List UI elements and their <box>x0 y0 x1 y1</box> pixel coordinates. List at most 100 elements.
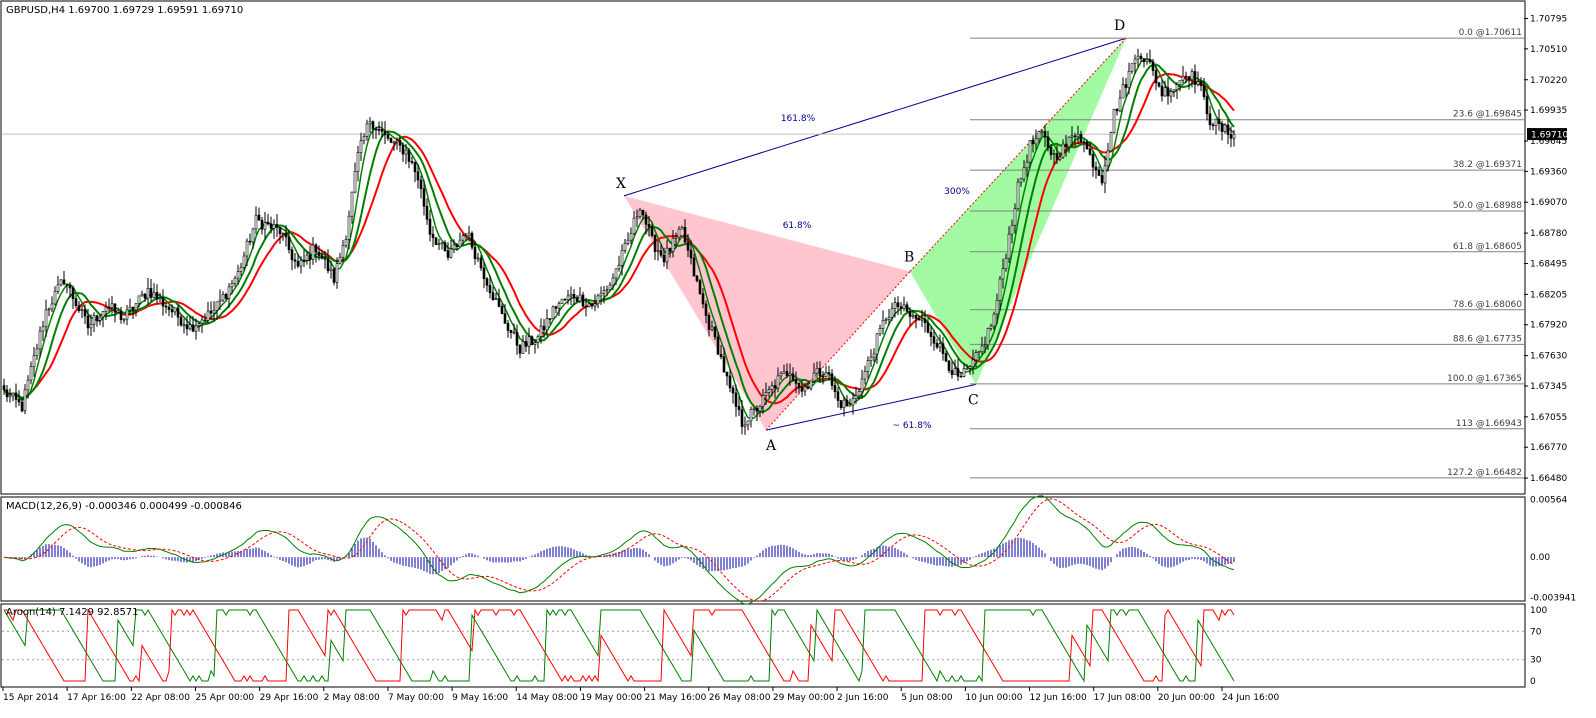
candle-body <box>146 288 150 299</box>
candle-body <box>35 348 39 357</box>
candle-body <box>212 310 216 314</box>
candle-body <box>530 336 534 345</box>
candle-body <box>1109 132 1113 152</box>
candle-body <box>803 386 807 392</box>
fib-level-label: 100.0 @1.67365 <box>1447 374 1522 384</box>
candle-body <box>1172 89 1176 92</box>
candle-body <box>407 149 411 162</box>
candle-body <box>935 342 939 348</box>
candle-body <box>677 228 681 238</box>
candle-body <box>149 288 153 298</box>
candle-body <box>1199 81 1203 86</box>
candle-body <box>800 387 804 392</box>
candle-body <box>722 356 726 373</box>
ac-line <box>765 383 977 431</box>
macd-tick-label: -0.003941 <box>1530 593 1576 603</box>
candle-body <box>86 315 90 329</box>
candle-body <box>284 233 288 238</box>
candle-body <box>464 235 468 237</box>
candle-body <box>323 257 327 260</box>
candle-body <box>410 161 414 163</box>
candle-body <box>29 366 33 381</box>
candle-body <box>986 328 990 346</box>
candle-body <box>269 223 273 229</box>
time-tick-label: 17 Jun 08:00 <box>1094 693 1151 703</box>
candle-body <box>749 409 753 422</box>
candle-body <box>278 226 282 235</box>
candle-body <box>47 308 51 311</box>
candle-body <box>1061 143 1065 158</box>
aroon-tick-label: 100 <box>1530 606 1547 616</box>
candle-body <box>194 325 198 332</box>
candle-body <box>347 215 351 240</box>
candle-body <box>701 293 705 305</box>
candle-body <box>158 297 162 300</box>
time-tick-label: 10 Jun 00:00 <box>965 693 1022 703</box>
candle-body <box>179 316 183 326</box>
candle-body <box>128 306 132 311</box>
aroon-up-line <box>3 608 1235 683</box>
fib-level-label: 61.8 @1.68605 <box>1453 242 1522 252</box>
candle-body <box>14 392 18 400</box>
candle-body <box>1163 87 1167 97</box>
pattern-point-a: A <box>765 438 777 454</box>
candle-body <box>476 257 480 260</box>
fib-level-label: 127.2 @1.66482 <box>1447 468 1522 478</box>
candle-body <box>338 256 342 264</box>
candle-body <box>968 366 972 369</box>
candle-body <box>902 304 906 309</box>
pattern-point-b: B <box>904 249 914 265</box>
candle-body <box>500 306 504 314</box>
price-tick-label: 1.67055 <box>1530 413 1567 423</box>
candle-body <box>1181 75 1185 81</box>
candle-body <box>1184 75 1188 78</box>
price-tick-label: 1.70510 <box>1530 45 1567 55</box>
candle-body <box>449 248 453 258</box>
candle-body <box>1166 87 1170 97</box>
price-tick-label: 1.66480 <box>1530 474 1567 484</box>
candle-body <box>668 247 672 252</box>
candle-body <box>1079 133 1083 143</box>
candle-body <box>926 322 930 333</box>
candle-body <box>491 292 495 301</box>
candle-body <box>725 371 729 377</box>
candle-body <box>791 373 795 381</box>
candle-body <box>104 306 108 312</box>
aroon-tick-label: 0 <box>1530 677 1536 687</box>
candle-body <box>878 328 882 335</box>
candle-body <box>1154 70 1158 84</box>
candle-body <box>920 318 924 321</box>
candle-body <box>95 315 99 321</box>
candle-body <box>767 389 771 393</box>
candle-body <box>395 140 399 143</box>
candle-body <box>971 359 975 367</box>
candle-body <box>1208 113 1212 126</box>
candle-body <box>1139 55 1143 59</box>
candle-body <box>794 379 798 384</box>
candle-body <box>572 294 576 299</box>
candle-body <box>176 307 180 318</box>
candle-body <box>629 233 633 241</box>
candle-body <box>122 318 126 321</box>
candle-body <box>209 310 213 314</box>
price-tick-label: 1.66770 <box>1530 443 1567 453</box>
candle-body <box>977 351 981 353</box>
candle-body <box>167 306 171 310</box>
moving-average-2 <box>3 63 1235 413</box>
candle-body <box>161 297 165 307</box>
candle-body <box>89 323 93 329</box>
candle-body <box>1211 124 1215 127</box>
candle-body <box>1178 79 1182 86</box>
candle-body <box>1202 85 1206 97</box>
candle-body <box>1193 71 1197 85</box>
candle-body <box>230 283 234 288</box>
candle-body <box>1022 167 1026 180</box>
candle-body <box>239 267 243 272</box>
candle-body <box>437 243 441 246</box>
candle-body <box>707 315 711 330</box>
candle-body <box>533 342 537 345</box>
candle-body <box>1226 124 1230 135</box>
candle-body <box>896 302 900 308</box>
candle-body <box>590 303 594 307</box>
candle-body <box>413 161 417 173</box>
